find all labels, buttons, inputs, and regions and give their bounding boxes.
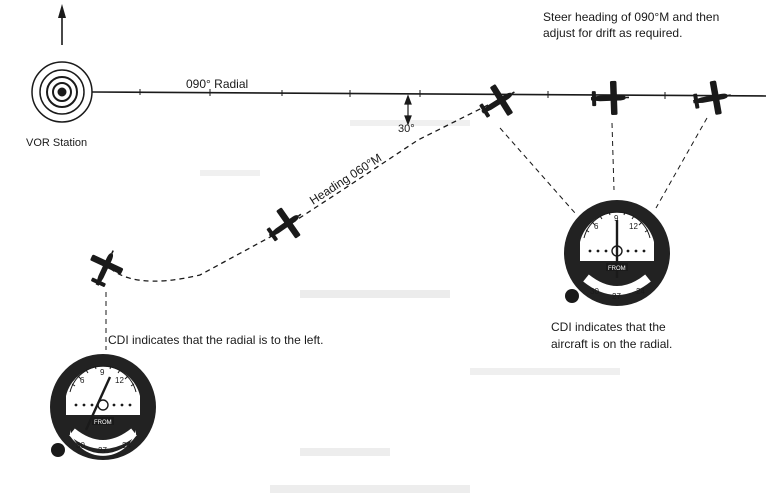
cdi-instrument-left: 9 6 12 FROM 30 27 24 bbox=[50, 354, 156, 460]
cdi-left-card-27: 27 bbox=[98, 446, 107, 455]
angle-label: 30° bbox=[398, 123, 415, 135]
cdi-instrument-right: 9 6 12 FROM 30 27 24 bbox=[564, 200, 670, 306]
cdi-left-card-9: 9 bbox=[100, 368, 105, 377]
cdi-right-card-12: 12 bbox=[629, 222, 638, 231]
cdi-left-card-6: 6 bbox=[80, 376, 85, 385]
cdi-left-card-30: 30 bbox=[76, 441, 85, 450]
steer-text-line1: Steer heading of 090°M and then bbox=[543, 10, 719, 24]
cdi-left-card-24: 24 bbox=[122, 441, 131, 450]
flight-path bbox=[103, 104, 489, 282]
background-ghost-text bbox=[200, 120, 620, 493]
cdi-right-caption-line2: aircraft is on the radial. bbox=[551, 337, 672, 351]
airplane-icon-drift bbox=[690, 78, 734, 119]
cdi-right-card-6: 6 bbox=[594, 222, 599, 231]
radial-label: 090° Radial bbox=[186, 77, 248, 91]
airplane-icon-intercept bbox=[260, 200, 311, 250]
cdi-right-from-flag: FROM bbox=[608, 266, 626, 272]
airplane-icon-turning bbox=[473, 77, 524, 127]
vor-station-icon bbox=[31, 61, 93, 123]
cdi-left-card-12: 12 bbox=[115, 376, 124, 385]
cdi-right-caption-line1: CDI indicates that the bbox=[551, 320, 666, 334]
vor-station-label: VOR Station bbox=[26, 137, 87, 149]
heading-label: Heading 060°M bbox=[307, 151, 384, 208]
radial-line bbox=[91, 89, 767, 99]
cdi-right-card-24: 24 bbox=[636, 287, 645, 296]
cdi-right-card-30: 30 bbox=[590, 287, 599, 296]
cdi-right-card-27: 27 bbox=[612, 292, 621, 301]
north-arrow bbox=[58, 4, 66, 45]
cdi-right-card-9: 9 bbox=[614, 214, 619, 223]
airplane-icon-on-radial bbox=[590, 80, 630, 116]
angle-marker bbox=[404, 94, 412, 126]
steer-text-line2: adjust for drift as required. bbox=[543, 26, 682, 40]
leader-lines bbox=[105, 117, 708, 350]
cdi-left-from-flag: FROM bbox=[94, 420, 112, 426]
cdi-left-caption: CDI indicates that the radial is to the … bbox=[108, 333, 323, 347]
airplane-icon-start bbox=[81, 243, 129, 293]
